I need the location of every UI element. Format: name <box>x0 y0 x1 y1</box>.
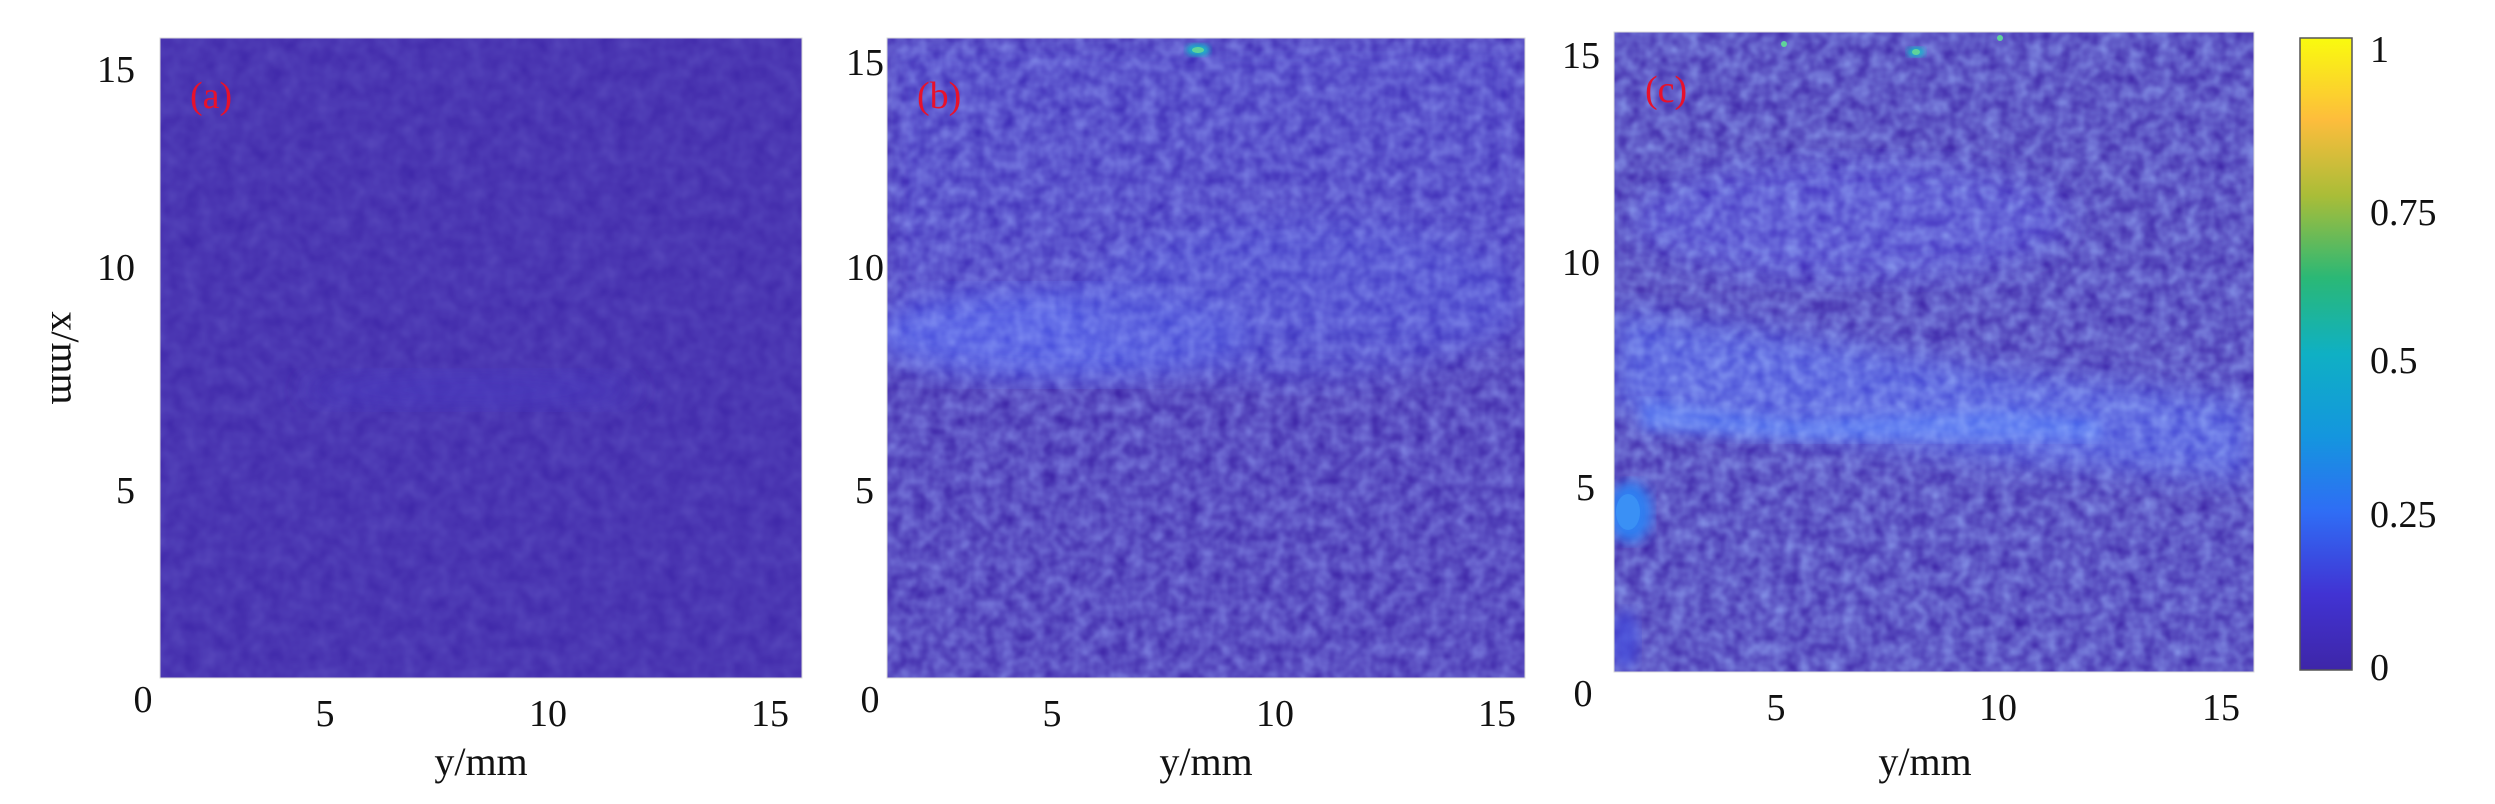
panel-c-hot-spot <box>1912 49 1920 55</box>
panel-c-xtick: 5 <box>1767 687 1786 729</box>
panel-b-ytick: 15 <box>846 42 884 84</box>
panel-b-hot-spot <box>1192 47 1204 53</box>
colorbar-tick: 0 <box>2370 647 2389 689</box>
panel-a-xtick: 0 <box>134 679 153 721</box>
panel-a-texture <box>160 38 802 678</box>
panel-a-faint-band <box>300 372 640 408</box>
panel-c-xlabel: y/mm <box>1878 739 1971 784</box>
panel-b-ytick: 10 <box>846 247 884 289</box>
panel-b: (b) 15 10 5 0 5 10 15 y/mm <box>846 37 1526 784</box>
panel-b-xlabel: y/mm <box>1159 739 1252 784</box>
panel-c-texture <box>1614 32 2254 672</box>
panel-a-xtick: 15 <box>751 693 789 735</box>
panel-a-ytick: 10 <box>97 247 135 289</box>
panel-a-xtick: 10 <box>529 693 567 735</box>
panel-c-xtick: 10 <box>1979 687 2017 729</box>
panel-a-frame <box>159 37 803 679</box>
panel-c-ytick: 10 <box>1562 242 1600 284</box>
panel-c-edge-spot <box>1616 494 1640 530</box>
colorbar-tick: 0.25 <box>2370 494 2437 536</box>
panel-a-ylabel: x/mm <box>43 311 88 404</box>
panel-c-xtick: 15 <box>2202 687 2240 729</box>
panel-c-edge-lobe <box>1614 610 1639 670</box>
panel-b-xtick: 0 <box>861 679 880 721</box>
panel-b-frame <box>886 37 1526 679</box>
panel-c-ytick: 15 <box>1562 35 1600 77</box>
panel-a-ytick: 15 <box>97 49 135 91</box>
panel-b-label: (b) <box>917 75 961 117</box>
panel-b-ytick: 5 <box>855 470 874 512</box>
panel-a-xlabel: y/mm <box>434 739 527 784</box>
panel-c-frame <box>1613 31 2255 673</box>
colorbar-tick: 0.5 <box>2370 340 2418 382</box>
colorbar-tick: 1 <box>2370 29 2389 71</box>
panel-c-ytick: 5 <box>1576 467 1595 509</box>
panel-c-xtick: 0 <box>1574 673 1593 715</box>
panel-b-xtick: 5 <box>1043 693 1062 735</box>
panel-b-xtick: 10 <box>1256 693 1294 735</box>
panel-c-hot-spot <box>1781 41 1787 47</box>
colorbar-gradient <box>2299 37 2353 671</box>
panel-c: (c) 15 10 5 0 5 10 15 y/mm <box>1562 31 2255 784</box>
colorbar: 1 0.75 0.5 0.25 0 <box>2299 29 2437 689</box>
panel-b-texture <box>887 38 1525 678</box>
panel-c-label: (c) <box>1645 69 1687 111</box>
panel-b-xtick: 15 <box>1478 693 1516 735</box>
panel-a: (a) 15 10 5 0 5 10 15 y/mm x/mm <box>43 37 803 784</box>
colorbar-tick: 0.75 <box>2370 192 2437 234</box>
panel-a-label: (a) <box>190 75 232 117</box>
panel-a-xtick: 5 <box>316 693 335 735</box>
panel-a-ytick: 5 <box>116 470 135 512</box>
panel-c-hot-spot <box>1997 35 2003 41</box>
